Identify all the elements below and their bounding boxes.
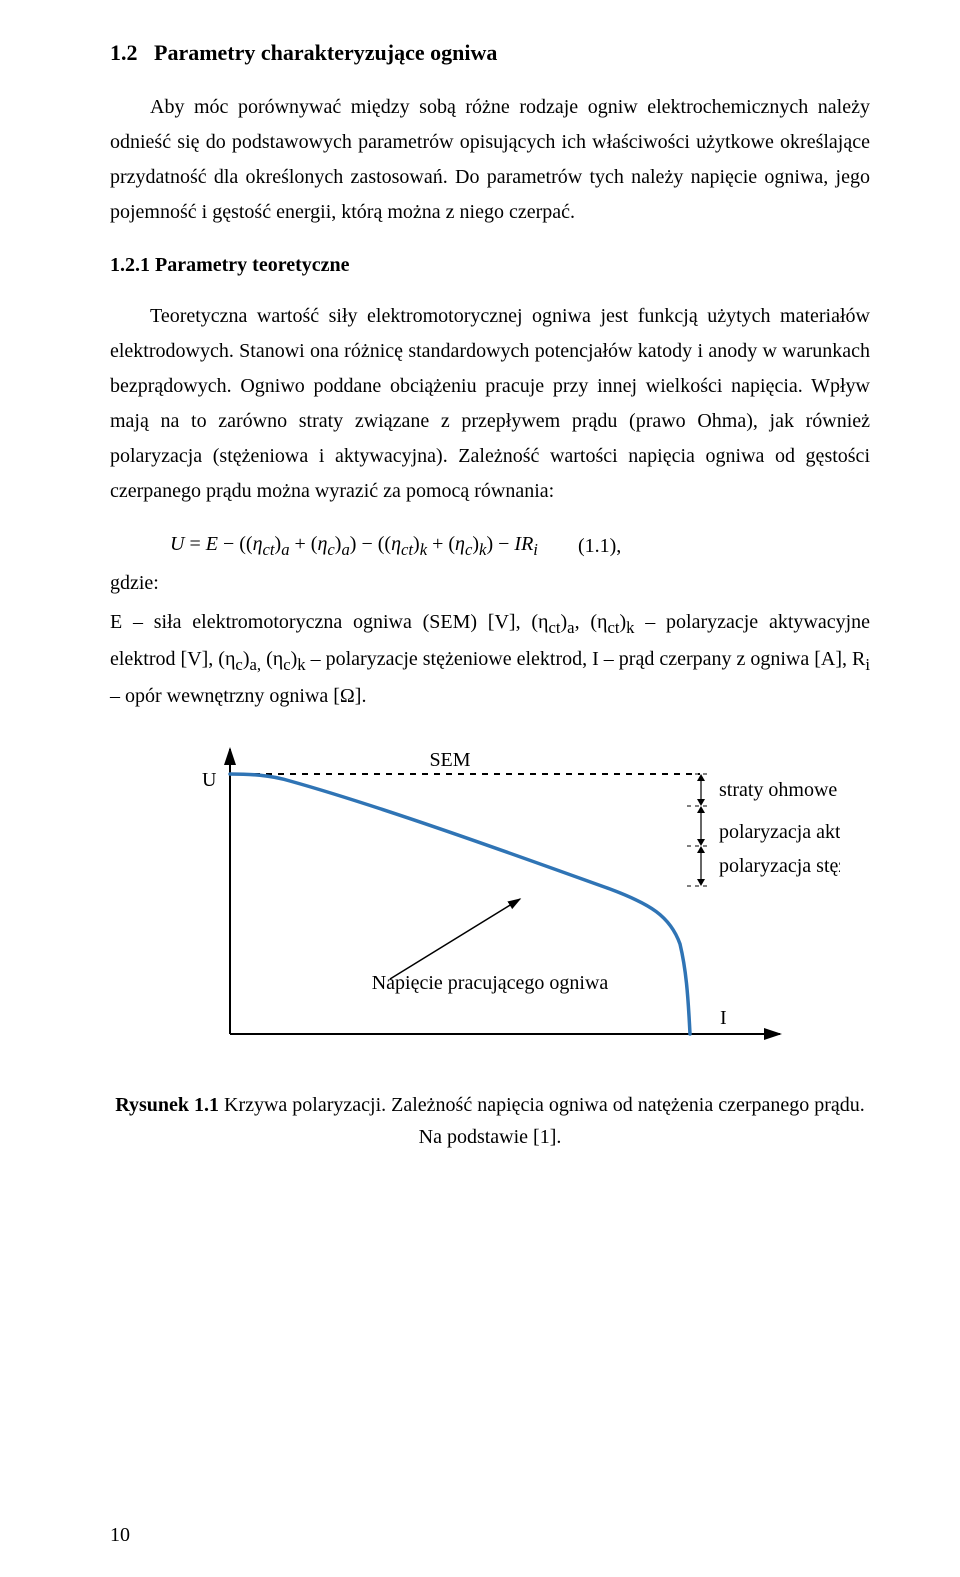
- section-title: Parametry charakteryzujące ogniwa: [154, 40, 497, 65]
- where-label: gdzie:: [110, 572, 870, 595]
- svg-text:polaryzacja stężeniowa: polaryzacja stężeniowa: [719, 855, 840, 877]
- svg-text:straty ohmowe: straty ohmowe: [719, 779, 837, 801]
- svg-text:polaryzacja aktywacyjna: polaryzacja aktywacyjna: [719, 821, 840, 843]
- svg-text:SEM: SEM: [429, 749, 470, 771]
- svg-text:Napięcie pracującego ogniwa: Napięcie pracującego ogniwa: [372, 972, 609, 994]
- subsection-title: Parametry teoretyczne: [155, 254, 350, 276]
- subsection-number: 1.2.1: [110, 254, 150, 276]
- body-paragraph: Teoretyczna wartość siły elektromotorycz…: [110, 299, 870, 509]
- page: 1.2 Parametry charakteryzujące ogniwa Ab…: [0, 0, 960, 1577]
- caption-rest: Krzywa polaryzacji. Zależność napięcia o…: [219, 1094, 865, 1148]
- svg-text:U: U: [202, 769, 217, 791]
- equation-row: U = E − ((ηct)a + (ηc)a) − ((ηct)k + (ηc…: [110, 533, 870, 560]
- variable-definitions: E – siła elektromotoryczna ogniwa (SEM) …: [110, 605, 870, 714]
- intro-paragraph: Aby móc porównywać między sobą różne rod…: [110, 90, 870, 230]
- page-number: 10: [110, 1524, 130, 1547]
- polarization-curve-svg: U SEM Napięcie pracującego ogniwa straty oh…: [140, 734, 840, 1074]
- section-heading: 1.2 Parametry charakteryzujące ogniwa: [110, 40, 870, 66]
- section-number: 1.2: [110, 40, 138, 65]
- svg-text:I: I: [720, 1007, 727, 1029]
- equation-number: (1.1),: [578, 535, 621, 558]
- figure-caption: Rysunek 1.1 Krzywa polaryzacji. Zależnoś…: [110, 1089, 870, 1153]
- figure-polarization-curve: U SEM Napięcie pracującego ogniwa straty oh…: [110, 734, 870, 1079]
- equation-formula: U = E − ((ηct)a + (ηc)a) − ((ηct)k + (ηc…: [170, 533, 538, 560]
- subsection-heading: 1.2.1 Parametry teoretyczne: [110, 254, 870, 277]
- caption-bold: Rysunek 1.1: [115, 1094, 219, 1116]
